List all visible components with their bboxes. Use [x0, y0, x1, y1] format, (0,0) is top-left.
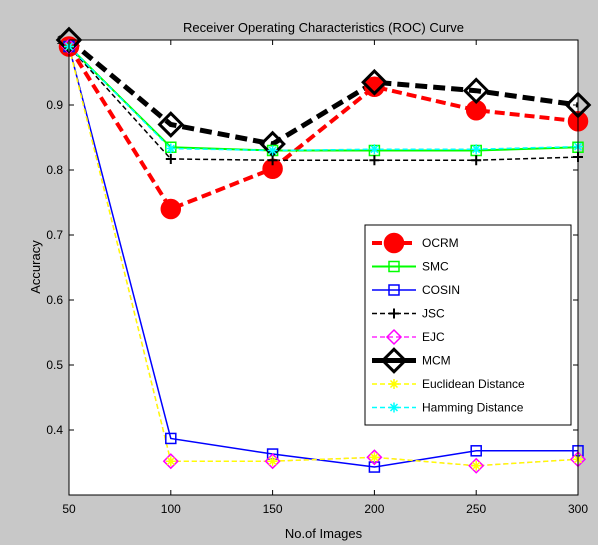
x-tick-label: 150 [263, 502, 283, 516]
series-line-ocrm [67, 45, 579, 212]
series-line-mcm [67, 38, 579, 147]
legend-label-ocrm: OCRM [422, 236, 459, 250]
data-point-ocrm [160, 198, 182, 220]
data-point-ejc [366, 449, 383, 466]
y-tick-label: 0.4 [46, 423, 63, 437]
data-point-ocrm [364, 76, 385, 98]
legend-box [364, 224, 572, 426]
x-tick-label: 200 [364, 502, 384, 516]
legend-marker-ocrm [383, 232, 405, 254]
legend: OCRM SMC COSIN JSC EJC MCM Euclidean Distance H… [364, 224, 572, 426]
legend-marker-euclidean-distance [389, 379, 399, 389]
legend-label-mcm: MCM [422, 354, 451, 368]
data-point-euclidean-distance [471, 460, 482, 471]
data-point-hamming-distance [369, 144, 380, 155]
x-tick-label: 50 [62, 502, 76, 516]
data-point-hamming-distance [165, 143, 176, 154]
x-tick-label: 250 [466, 502, 486, 516]
data-point-mcm [361, 68, 388, 96]
x-tick-label: 300 [568, 502, 588, 516]
series-markers [55, 26, 592, 474]
data-point-euclidean-distance [165, 456, 176, 467]
legend-label-ejc: EJC [422, 330, 445, 344]
y-tick-label: 0.7 [46, 228, 63, 242]
data-point-euclidean-distance [369, 452, 380, 463]
x-tick-label: 100 [161, 502, 181, 516]
series-line-hamming-distance [68, 45, 579, 152]
data-point-cosin [470, 445, 482, 457]
y-axis-label: Accuracy [28, 240, 43, 294]
data-point-hamming-distance [267, 145, 278, 156]
legend-label-cosin: COSIN [422, 283, 460, 297]
series-line-jsc [68, 45, 579, 161]
legend-marker-hamming-distance [389, 402, 399, 413]
plot-frame [68, 39, 579, 496]
legend-label-smc: SMC [422, 260, 449, 274]
data-point-ejc [162, 453, 179, 470]
legend-marker-ejc [385, 328, 403, 346]
y-tick-label: 0.8 [46, 163, 63, 177]
legend-marker-cosin [388, 284, 400, 296]
y-tick-label: 0.6 [46, 293, 63, 307]
series-line-euclidean-distance [68, 46, 579, 467]
legend-label-jsc: JSC [422, 307, 445, 321]
data-point-mcm [157, 111, 185, 138]
legend-marker-mcm [380, 347, 408, 374]
data-point-ejc [468, 457, 485, 474]
legend-marker-smc [388, 260, 400, 273]
legend-marker-jsc [389, 308, 399, 319]
y-tick-label: 0.5 [46, 358, 63, 372]
data-point-jsc [369, 155, 380, 166]
legend-label-hamming-distance: Hamming Distance [422, 401, 524, 415]
data-point-hamming-distance [471, 144, 482, 155]
data-point-jsc [471, 155, 482, 166]
data-point-euclidean-distance [267, 456, 278, 467]
data-point-ejc [264, 453, 281, 470]
data-point-mcm [462, 77, 490, 105]
data-point-cosin [165, 432, 177, 445]
x-axis-label: No.of Images [285, 526, 363, 541]
series-line-cosin [68, 46, 578, 468]
chart-title: Receiver Operating Characteristics (ROC)… [183, 20, 464, 35]
series-lines [67, 38, 579, 468]
legend-label-euclidean-distance: Euclidean Distance [422, 377, 525, 391]
data-point-jsc [165, 153, 176, 164]
y-tick-label: 0.9 [46, 98, 63, 112]
